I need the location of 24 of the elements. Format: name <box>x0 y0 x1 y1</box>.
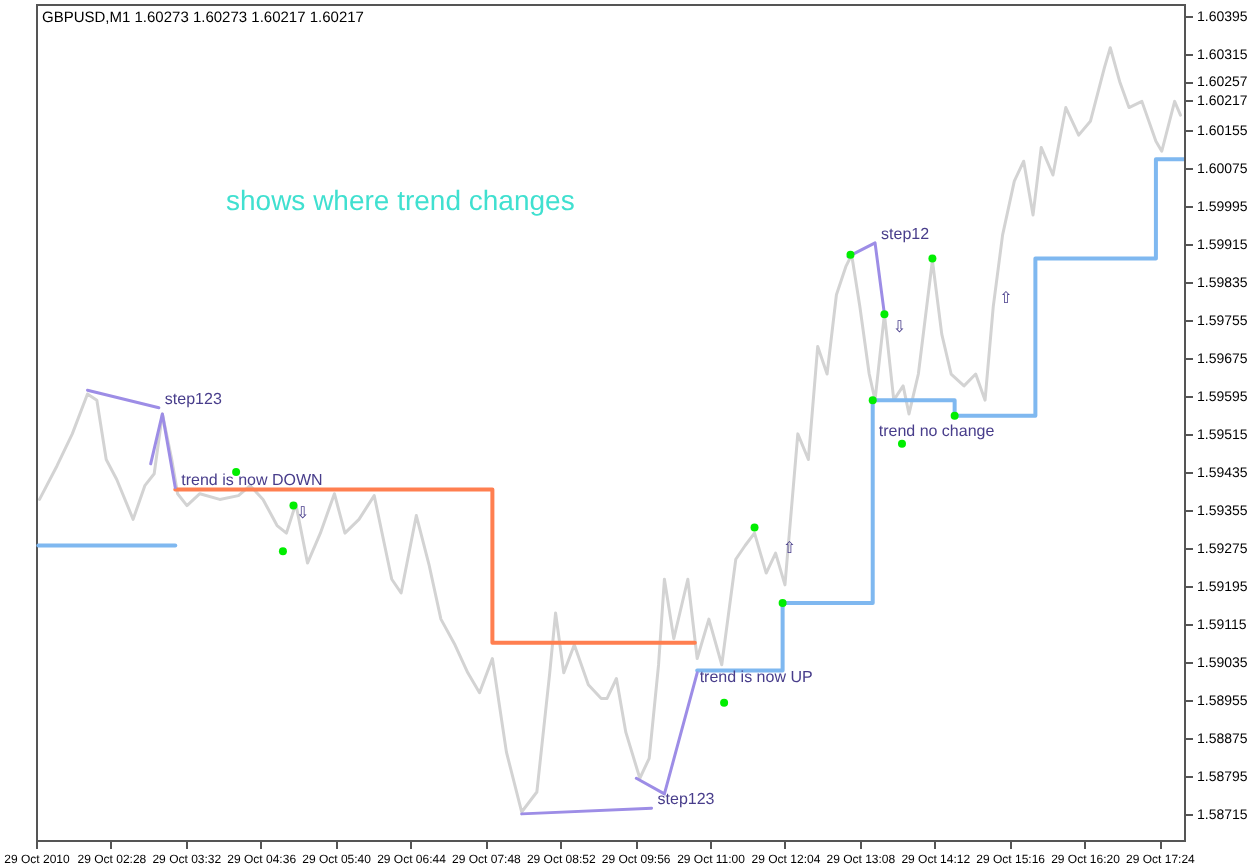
annotation: trend no change <box>878 421 996 440</box>
point <box>897 439 906 448</box>
point <box>868 396 877 405</box>
point <box>278 547 287 556</box>
annotation: trend is now UP <box>699 667 813 686</box>
point <box>950 411 959 420</box>
point <box>880 310 889 319</box>
point <box>720 698 729 707</box>
annotation: step12 <box>881 224 931 243</box>
annotation: trend is now DOWN <box>181 471 324 490</box>
point <box>750 523 759 532</box>
point <box>232 467 241 476</box>
annotation: ⇧ <box>782 538 797 557</box>
annotation: ⇩ <box>295 504 310 523</box>
point <box>289 501 298 510</box>
annotation: ⇧ <box>999 288 1013 307</box>
point <box>778 598 787 607</box>
annotation: ⇩ <box>892 317 907 336</box>
annotation: step123 <box>164 389 223 408</box>
line-series <box>38 46 1182 814</box>
text: shows where trend changes <box>226 184 575 216</box>
annotation: step123 <box>657 790 716 809</box>
point <box>846 250 855 259</box>
point <box>928 254 937 263</box>
